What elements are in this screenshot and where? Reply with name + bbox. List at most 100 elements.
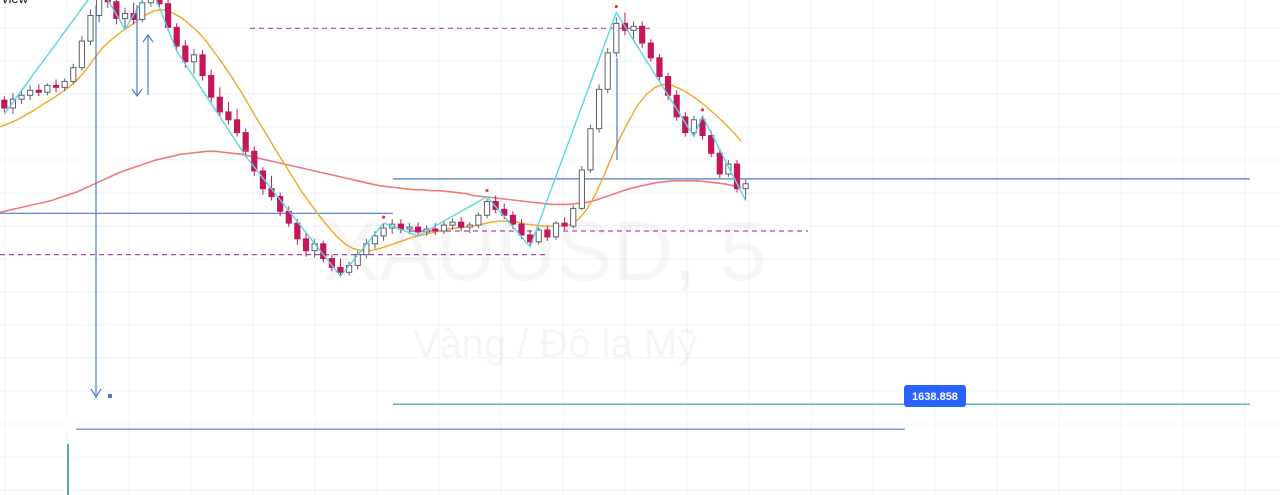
- candle: [61, 78, 68, 92]
- candle: [164, 0, 172, 32]
- candle: [552, 221, 560, 240]
- candle: [733, 160, 741, 193]
- candle-body: [587, 128, 594, 171]
- candle: [432, 223, 439, 235]
- candle-body: [561, 222, 568, 227]
- candle-body: [70, 67, 77, 82]
- candles: [1, 0, 749, 277]
- candle-body: [725, 163, 732, 175]
- candle-body: [208, 75, 215, 98]
- candle-body: [483, 200, 491, 216]
- candle: [337, 258, 344, 277]
- candle: [294, 219, 301, 245]
- candle: [380, 223, 387, 241]
- candle: [251, 146, 258, 176]
- candle: [87, 9, 94, 46]
- candle-body: [595, 88, 603, 130]
- ma-fast-line: [0, 8, 742, 252]
- candle: [302, 231, 310, 257]
- candle-body: [604, 52, 611, 90]
- horizontal-levels: [0, 27, 1250, 430]
- candle: [233, 108, 241, 137]
- candle-body: [690, 119, 698, 134]
- candle-body: [156, 0, 163, 5]
- corner-text: view: [2, 0, 29, 6]
- candle-body: [294, 222, 301, 240]
- candle: [725, 160, 732, 177]
- candle: [27, 85, 34, 101]
- drawing-annotations[interactable]: [67, 5, 618, 495]
- arrow-down-head: [131, 88, 143, 98]
- candle: [35, 84, 42, 97]
- candle-body: [52, 84, 60, 88]
- candle: [449, 218, 456, 231]
- candle-body: [61, 80, 68, 88]
- candle: [18, 89, 25, 105]
- candle-body: [414, 226, 422, 233]
- candle-body: [182, 45, 189, 63]
- moving-averages: [0, 8, 742, 252]
- candle-body: [492, 200, 499, 210]
- candle-body: [27, 89, 34, 96]
- candle-body: [216, 96, 223, 113]
- candle-body: [552, 222, 560, 238]
- candle: [492, 195, 499, 214]
- candle-body: [639, 25, 646, 44]
- candle: [708, 130, 715, 158]
- candle-body: [190, 54, 198, 63]
- watermark-description: Vàng / Đô la Mỹ: [413, 322, 698, 366]
- candle-body: [630, 25, 637, 31]
- candle: [414, 222, 422, 236]
- candle-body: [380, 227, 387, 237]
- candle-body: [475, 214, 482, 226]
- candle-body: [44, 84, 51, 93]
- candle-body: [242, 132, 249, 152]
- candle-body: [733, 163, 741, 190]
- candle-body: [742, 183, 749, 190]
- candle-body: [578, 169, 585, 209]
- candle: [570, 205, 577, 229]
- candle: [742, 179, 749, 201]
- candle: [208, 69, 215, 103]
- candle-body: [518, 223, 525, 236]
- candle: [173, 23, 180, 51]
- candle-body: [656, 57, 663, 78]
- candle: [440, 220, 448, 234]
- candle-body: [708, 135, 715, 154]
- candle: [121, 7, 129, 30]
- candle-body: [458, 221, 465, 228]
- candle: [44, 83, 51, 96]
- candle: [604, 47, 611, 94]
- candle-body: [96, 0, 103, 17]
- candle-body: [535, 229, 542, 243]
- candle-body: [1, 99, 8, 109]
- price-label[interactable]: 1638.858: [904, 385, 966, 407]
- candle-body: [647, 42, 654, 59]
- candle-body: [164, 3, 172, 28]
- candle: [78, 36, 85, 71]
- candle-body: [259, 170, 267, 190]
- candle-body: [682, 116, 689, 134]
- candle: [1, 96, 8, 112]
- candle: [518, 219, 525, 239]
- candle-body: [544, 229, 551, 238]
- candle: [682, 111, 689, 137]
- candle-body: [173, 26, 180, 47]
- candle: [156, 0, 163, 9]
- candle: [544, 226, 551, 241]
- candle-body: [716, 152, 723, 175]
- zigzag-line: [3, 0, 747, 278]
- swing-dot: [244, 148, 248, 152]
- candle: [613, 17, 620, 57]
- candle: [699, 115, 706, 140]
- candle: [561, 217, 568, 231]
- candle-body: [147, 0, 154, 4]
- candle-body: [440, 224, 448, 232]
- candle: [242, 128, 249, 157]
- candle: [147, 0, 154, 7]
- arrow-up-head: [142, 33, 154, 43]
- arrow-down-head: [90, 388, 102, 399]
